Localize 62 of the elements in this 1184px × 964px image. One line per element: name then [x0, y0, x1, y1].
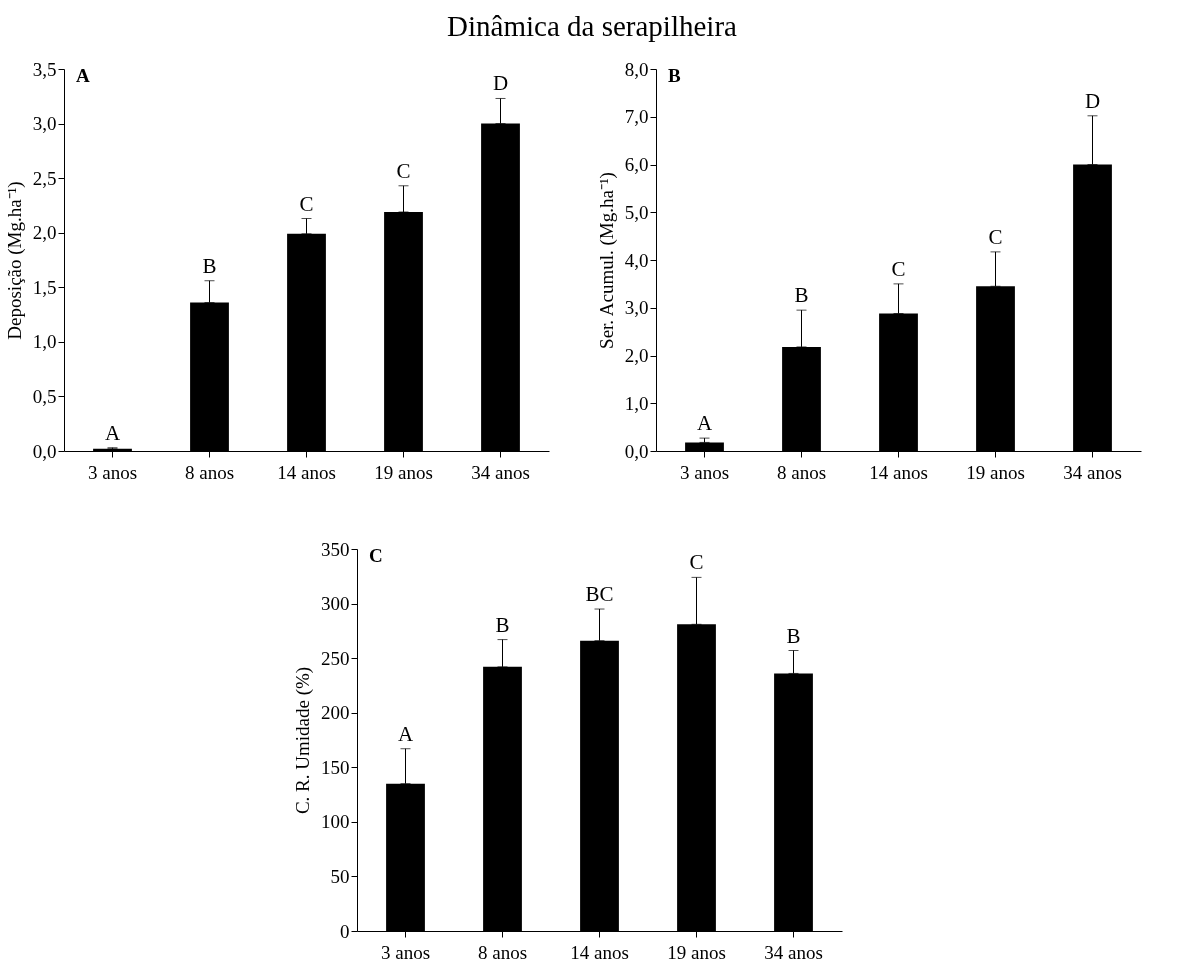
- x-tick-label: 3 anos: [679, 461, 730, 483]
- x-tick-label: 8 anos: [184, 461, 235, 483]
- y-tick-label: 200: [321, 702, 350, 724]
- x-tick-label: 34 anos: [471, 461, 530, 483]
- y-tick-label: 250: [321, 647, 350, 669]
- x-tick-label: 14 anos: [570, 941, 629, 963]
- annotation: C: [369, 545, 383, 566]
- x-tick-label: 34 anos: [764, 941, 823, 963]
- y-tick-label: 3,0: [32, 113, 57, 135]
- y-tick-label: 4,0: [624, 249, 649, 271]
- annotation: B: [794, 283, 809, 308]
- y-tick-label: 3,5: [32, 58, 57, 80]
- y-tick-label: 100: [321, 811, 350, 833]
- y-tick-label: 0,0: [32, 440, 57, 462]
- x-tick-label: 19 anos: [374, 461, 433, 483]
- y-tick-label: 1,0: [32, 331, 57, 353]
- annotation: C: [988, 224, 1003, 249]
- y-tick-label: 6,0: [624, 154, 649, 175]
- x-tick-label: 3 anos: [87, 461, 138, 483]
- annotation: C: [891, 256, 906, 281]
- annotation: B: [202, 253, 217, 278]
- x-tick-label: 34 anos: [1063, 461, 1122, 483]
- y-tick-label: 0,0: [624, 440, 649, 462]
- x-tick-label: 3 anos: [380, 941, 431, 963]
- y-tick-label: 2,0: [32, 222, 57, 244]
- y-axis-title: C. R. Umidade (%): [292, 666, 314, 815]
- x-tick-label: 19 anos: [966, 461, 1025, 483]
- y-axis-title: Ser. Acumul. (Mg.ha⁻¹): [595, 172, 618, 349]
- y-tick-label: 0: [340, 920, 350, 942]
- y-axis-title: Deposição (Mg.ha⁻¹): [3, 181, 26, 340]
- annotation: A: [696, 411, 713, 436]
- annotation: C: [396, 158, 411, 183]
- y-tick-label: 300: [321, 593, 350, 615]
- y-tick-label: 2,0: [624, 345, 649, 366]
- x-tick-label: 14 anos: [277, 461, 336, 483]
- y-tick-label: 5,0: [624, 201, 649, 223]
- y-tick-label: 2,5: [32, 167, 57, 189]
- y-tick-label: 150: [321, 756, 350, 778]
- annotation: A: [397, 721, 414, 746]
- x-tick-label: 19 anos: [667, 941, 726, 963]
- annotation: A: [76, 65, 90, 86]
- annotation: D: [492, 71, 509, 96]
- y-tick-label: 1,0: [624, 392, 649, 414]
- y-tick-label: 50: [330, 865, 350, 887]
- annotation: B: [786, 623, 801, 648]
- annotation: A: [104, 420, 121, 445]
- annotation: C: [689, 550, 704, 575]
- annotation: C: [299, 191, 314, 216]
- x-tick-label: 8 anos: [776, 461, 827, 483]
- annotation: B: [495, 612, 510, 637]
- annotation: B: [668, 65, 681, 86]
- x-tick-label: 8 anos: [477, 941, 528, 963]
- y-tick-label: 3,0: [624, 297, 649, 319]
- annotation: D: [1084, 88, 1101, 113]
- x-tick-label: 14 anos: [869, 461, 928, 483]
- y-tick-label: 0,5: [32, 385, 57, 407]
- y-tick-label: 350: [321, 538, 350, 560]
- y-tick-label: 7,0: [624, 106, 649, 128]
- chart-title: Dinâmica da serapilheira: [446, 10, 738, 43]
- y-tick-label: 8,0: [624, 58, 649, 80]
- y-tick-label: 1,5: [32, 276, 57, 298]
- annotation: BC: [585, 582, 614, 607]
